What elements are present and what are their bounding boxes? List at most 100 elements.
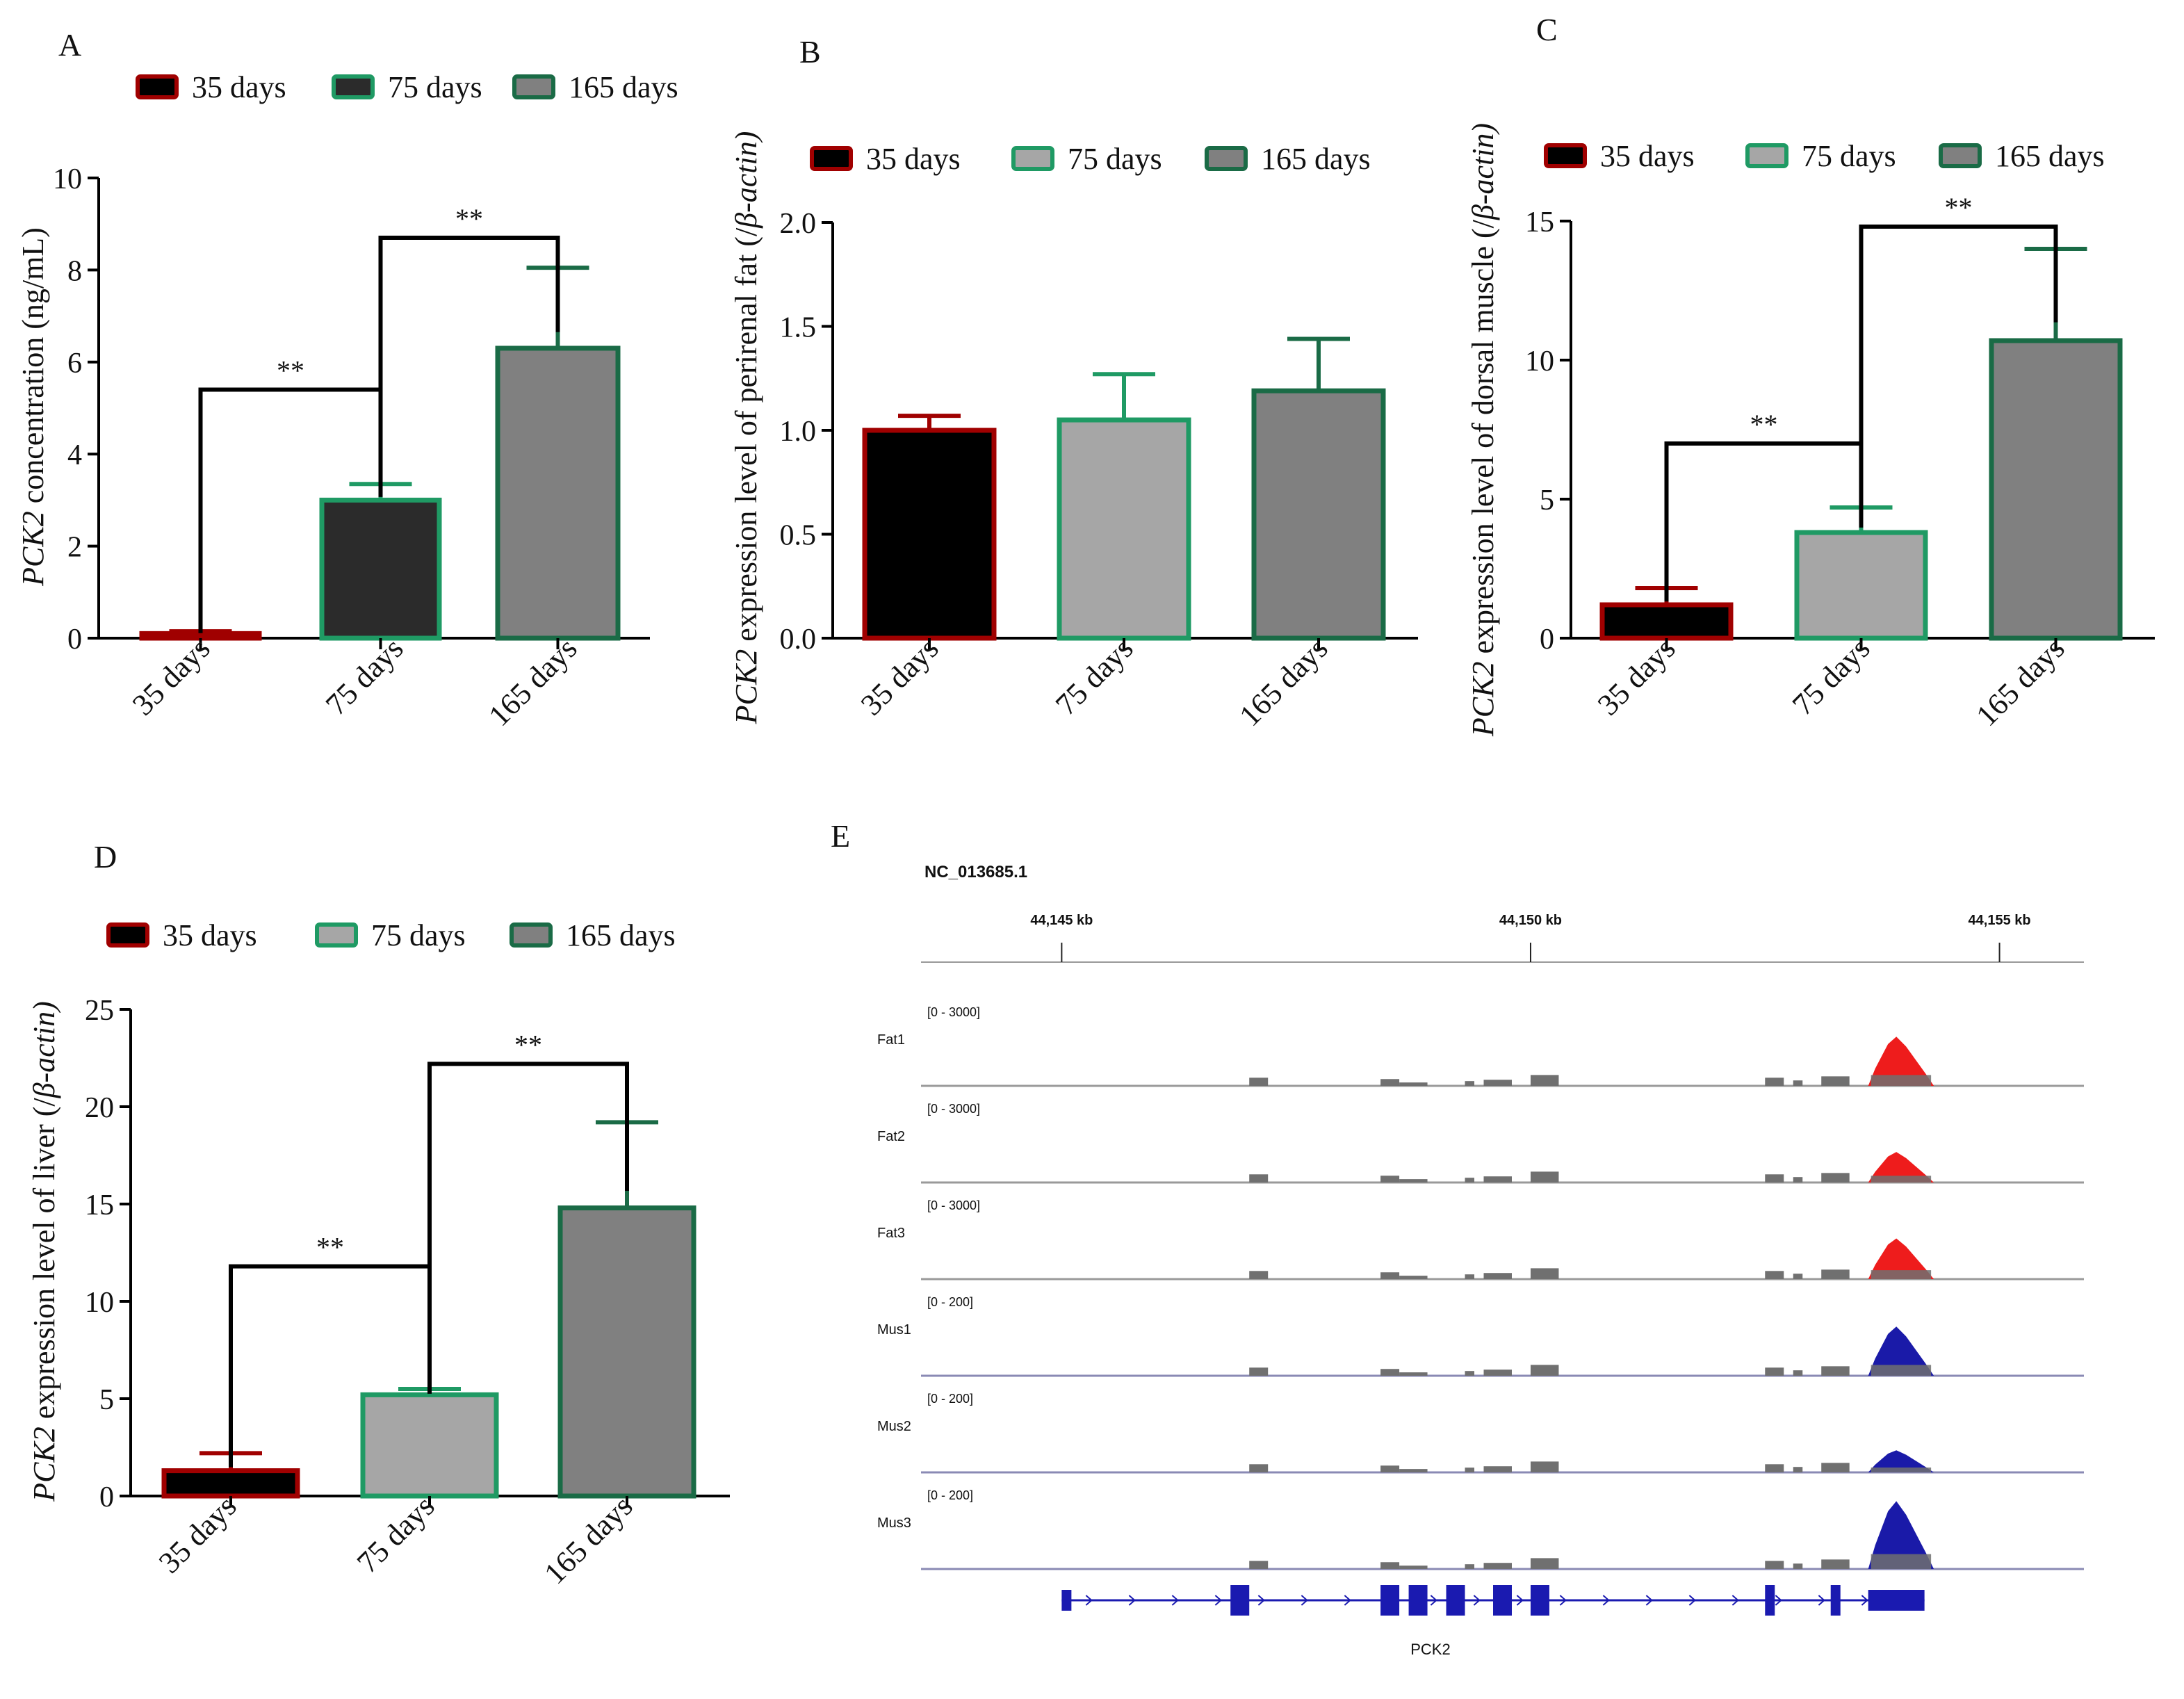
y-tick-label-a-0: 0: [67, 624, 82, 656]
peak-mus1: [1868, 1326, 1934, 1376]
peak-base-mus2: [1871, 1468, 1932, 1472]
bar-c-1: [1794, 530, 1928, 641]
coverage-block-mus1-0: [1249, 1367, 1269, 1376]
peak-base-fat2: [1871, 1176, 1932, 1182]
track-range-mus3: [0 - 200]: [927, 1488, 973, 1502]
bar-c-2: [1989, 338, 2123, 641]
coverage-block-mus2-5: [1530, 1461, 1559, 1472]
y-tick-label-b-2: 1.0: [780, 416, 817, 448]
gene-strand-arrow: [1688, 1595, 1696, 1606]
y-axis-label-text-d: expression level of liver (/: [27, 1098, 61, 1427]
y-tick-label-a-2: 4: [67, 439, 82, 471]
y-axis-label-tail-b: β-actin): [729, 131, 763, 229]
y-tick-label-b-3: 1.5: [780, 312, 817, 344]
significance-label-d-1: **: [514, 1029, 542, 1060]
coverage-block-fat3-6: [1765, 1271, 1784, 1279]
track-name-mus1: Mus1: [877, 1322, 911, 1338]
legend-swatch-c-2: [1939, 143, 1982, 168]
coverage-block-fat2-3: [1465, 1178, 1475, 1182]
bar-d-0: [161, 1468, 300, 1499]
significance-label-d-0: **: [316, 1232, 344, 1263]
ruler-label-2: 44,155 kb: [1969, 913, 2031, 928]
track-mus1: Mus1 [0 - 200]: [877, 1295, 2084, 1377]
legend-label-a-2: 165 days: [569, 70, 678, 104]
coverage-block-mus2-1: [1380, 1465, 1400, 1472]
peak-fat2: [1868, 1152, 1934, 1182]
significance-bracket-a-1: [378, 236, 560, 497]
panel-label-d: D: [94, 839, 117, 875]
y-axis-label-text-b: expression level of perirenal fat (/: [729, 227, 763, 649]
coverage-block-mus3-7: [1793, 1563, 1803, 1569]
gene-strand-arrow: [1085, 1595, 1093, 1606]
bar-a-1: [319, 497, 442, 641]
coverage-block-fat3-2: [1399, 1276, 1428, 1279]
y-tick-label-a-1: 2: [67, 532, 82, 564]
peak-mus2: [1868, 1450, 1934, 1472]
coverage-block-fat3-3: [1465, 1274, 1475, 1279]
y-tick-label-a-3: 6: [67, 348, 82, 380]
y-axis-label-b: PCK2 expression level of perirenal fat (…: [729, 131, 763, 725]
track-fat3: Fat3 [0 - 3000]: [877, 1198, 2084, 1281]
significance-label-c-0: **: [1750, 409, 1778, 440]
y-axis-label-a: PCK2 concentration (ng/mL): [16, 227, 50, 587]
coverage-block-fat1-1: [1380, 1079, 1400, 1086]
panel-label-a: A: [58, 27, 81, 63]
y-axis-label-tail-c: β-actin): [1466, 123, 1500, 220]
coverage-block-fat1-3: [1465, 1081, 1475, 1086]
bar-b-1: [1057, 417, 1191, 641]
gene-strand-arrow: [1861, 1595, 1868, 1606]
coverage-block-fat2-5: [1530, 1171, 1559, 1182]
coverage-block-mus3-5: [1530, 1558, 1559, 1569]
coverage-block-mus1-3: [1465, 1371, 1475, 1376]
coverage-block-fat3-4: [1483, 1273, 1512, 1279]
coverage-block-fat1-6: [1765, 1078, 1784, 1086]
bar-c-0: [1599, 602, 1734, 641]
panel-label-b: B: [799, 34, 821, 70]
gene-strand-arrow: [1257, 1595, 1265, 1606]
coverage-block-mus2-7: [1793, 1467, 1803, 1472]
gene-exon-0: [1061, 1590, 1072, 1611]
legend-label-c-0: 35 days: [1600, 139, 1695, 173]
coverage-block-fat1-0: [1249, 1078, 1269, 1086]
coverage-block-mus1-7: [1793, 1370, 1803, 1376]
coverage-block-mus2-8: [1821, 1463, 1850, 1472]
coverage-block-mus2-2: [1399, 1469, 1428, 1472]
gene-exon-6: [1530, 1585, 1549, 1616]
bar-a-0: [139, 631, 262, 641]
legend-swatch-b-0: [810, 146, 853, 171]
track-mus2: Mus2 [0 - 200]: [877, 1392, 2084, 1474]
peak-mus3: [1868, 1501, 1934, 1569]
ruler-label-1: 44,150 kb: [1499, 913, 1562, 928]
y-tick-label-b-0: 0.0: [780, 624, 817, 656]
legend-label-d-0: 35 days: [163, 918, 257, 952]
track-range-fat3: [0 - 3000]: [927, 1198, 980, 1212]
gene-strand-arrow: [1602, 1595, 1610, 1606]
gene-strand-arrow: [1516, 1595, 1524, 1606]
peak-fat1: [1868, 1037, 1934, 1086]
y-tick-label-a-4: 8: [67, 255, 82, 287]
coverage-block-mus3-6: [1765, 1561, 1784, 1569]
legend-label-c-1: 75 days: [1802, 139, 1896, 173]
y-axis-label-text-a: concentration (ng/mL): [16, 227, 50, 511]
y-tick-label-c-1: 5: [1540, 485, 1554, 517]
legend-label-c-2: 165 days: [1995, 139, 2105, 173]
y-axis-label-text-c: expression level of dorsal muscle (/: [1466, 219, 1500, 661]
legend-swatch-d-2: [510, 922, 553, 948]
gene-strand-arrow: [1344, 1595, 1351, 1606]
coverage-block-mus3-1: [1380, 1562, 1400, 1569]
coverage-block-fat1-8: [1821, 1076, 1850, 1086]
coverage-block-fat2-7: [1793, 1177, 1803, 1182]
track-fat1: Fat1 [0 - 3000]: [877, 1005, 2084, 1087]
coverage-block-fat3-7: [1793, 1274, 1803, 1279]
ruler-label-0: 44,145 kb: [1030, 913, 1093, 928]
legend-label-d-1: 75 days: [371, 918, 466, 952]
coverage-block-mus3-0: [1249, 1561, 1269, 1569]
peak-base-mus1: [1871, 1365, 1932, 1376]
y-axis-label-gene-b: PCK2: [729, 649, 763, 725]
track-name-fat2: Fat2: [877, 1129, 905, 1144]
legend-swatch-b-1: [1011, 146, 1054, 171]
coverage-block-fat1-2: [1399, 1082, 1428, 1086]
legend-swatch-c-0: [1544, 143, 1587, 168]
coverage-block-mus3-8: [1821, 1559, 1850, 1569]
